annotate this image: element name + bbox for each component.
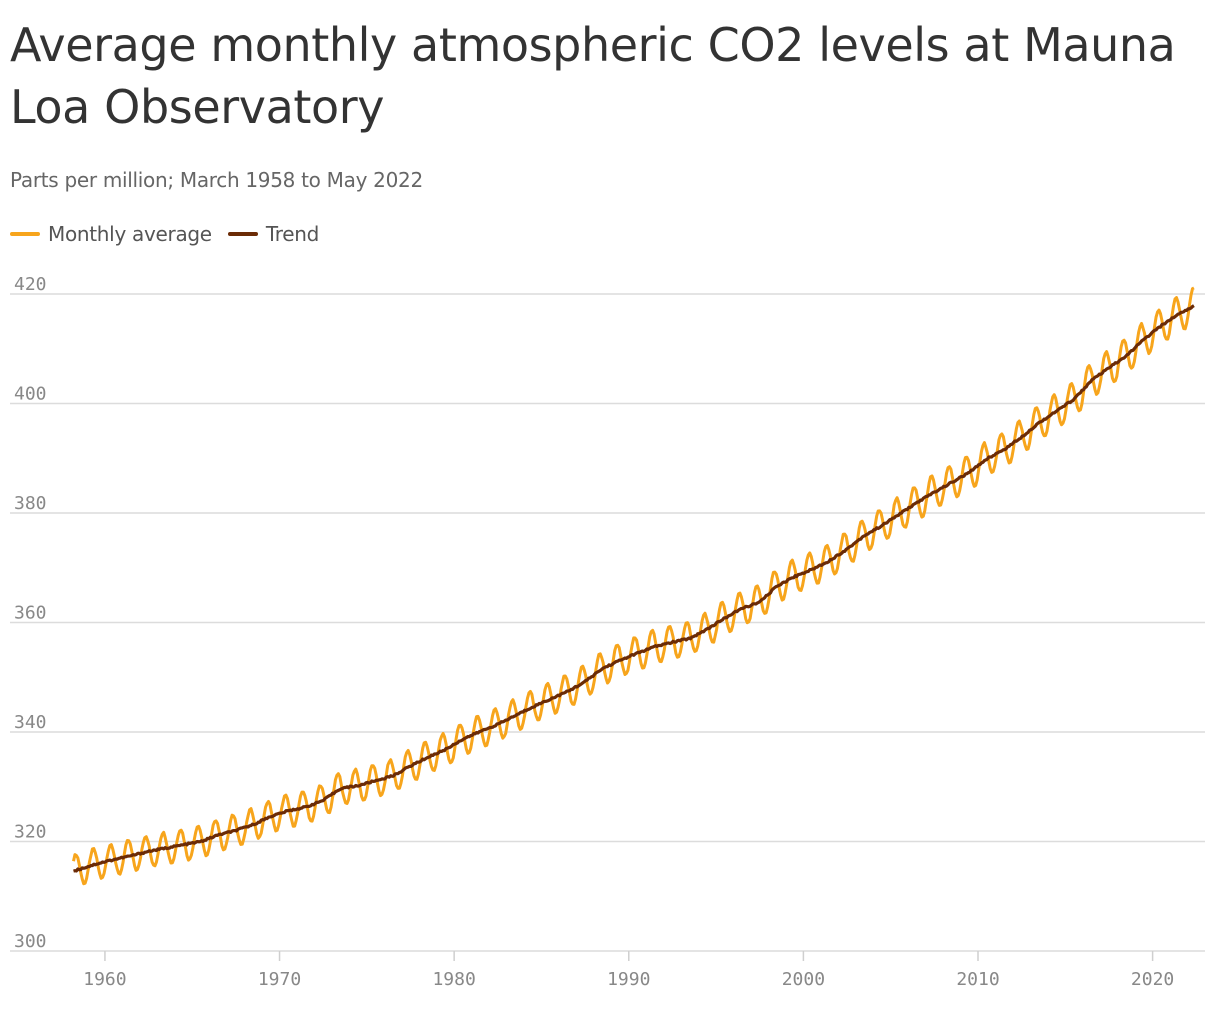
x-tick-label-1970: 1970: [258, 969, 301, 990]
chart-legend: Monthly average Trend: [10, 222, 335, 246]
x-tick-label-1980: 1980: [432, 969, 475, 990]
chart-title: Average monthly atmospheric CO2 levels a…: [10, 18, 1176, 134]
legend-label-trend: Trend: [265, 222, 320, 246]
co2-line-chart: 420 400 380 360 340 320 300 1960 1970 1980 1990 200…: [10, 274, 1205, 990]
series-layer: [72, 286, 1195, 886]
x-tick-label-1960: 1960: [83, 969, 126, 990]
x-tick-label-2010: 2010: [956, 969, 999, 990]
legend-swatch-monthly-average: [10, 232, 40, 236]
series-line-trend: [73, 304, 1195, 873]
legend-swatch-trend: [227, 232, 258, 236]
x-tick-label-1990: 1990: [607, 969, 650, 990]
y-tick-label-300: 300: [14, 931, 47, 952]
x-tick-label-2000: 2000: [782, 969, 825, 990]
legend-item-monthly-average: Monthly average: [10, 222, 212, 246]
x-tick-label-2020: 2020: [1131, 969, 1174, 990]
series-line-monthly-average: [72, 286, 1195, 886]
tick-label-layer: 420 400 380 360 340 320 300 1960 1970 1980 1990 200…: [14, 274, 1174, 990]
y-tick-label-320: 320: [14, 822, 47, 843]
legend-label-monthly-average: Monthly average: [48, 222, 212, 246]
legend-item-trend: Trend: [227, 222, 320, 246]
y-tick-label-400: 400: [14, 384, 47, 405]
chart-subtitle: Parts per million; March 1958 to May 202…: [10, 168, 423, 192]
y-tick-label-420: 420: [14, 274, 47, 295]
y-tick-label-360: 360: [14, 603, 47, 624]
y-tick-label-340: 340: [14, 712, 47, 733]
y-tick-label-380: 380: [14, 493, 47, 514]
